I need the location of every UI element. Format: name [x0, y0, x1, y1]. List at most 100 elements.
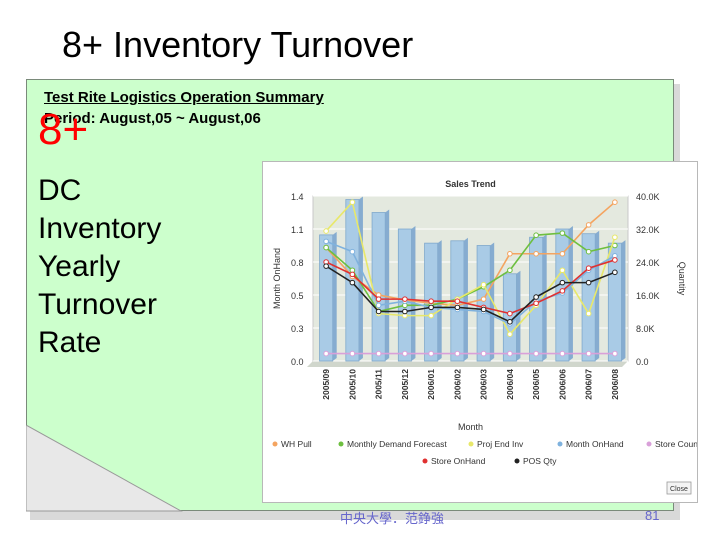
category-label: 2005/11 — [374, 369, 384, 400]
category-label: 2006/02 — [452, 369, 462, 400]
legend-label: WH Pull — [281, 439, 312, 449]
series-point — [585, 350, 592, 357]
series-point — [349, 199, 356, 205]
series-point — [428, 312, 434, 319]
right-tick-label: 16.0K — [636, 291, 660, 301]
right-tick-label: 0.0 — [636, 357, 649, 367]
series-point — [323, 228, 329, 234]
summary-title: Test Rite Logistics Operation Summary — [44, 89, 324, 106]
series-point — [428, 304, 434, 311]
category-label: 2006/05 — [531, 369, 541, 400]
category-label: 2006/07 — [584, 369, 594, 400]
category-label: 2006/01 — [426, 369, 436, 400]
series-point — [507, 250, 513, 257]
right-tick-label: 8.0K — [636, 324, 655, 334]
series-point — [480, 350, 487, 357]
bar — [319, 234, 334, 362]
bar — [371, 212, 386, 362]
series-point — [428, 298, 434, 304]
close-button[interactable] — [666, 481, 692, 495]
series-point — [585, 248, 592, 255]
series-point — [533, 250, 539, 257]
series-point — [559, 230, 566, 236]
series-point — [612, 350, 618, 357]
series-point — [402, 308, 408, 315]
series-line — [325, 240, 616, 325]
category-label: 2005/10 — [347, 369, 357, 400]
category-label: 2005/12 — [400, 369, 410, 400]
series-point — [480, 281, 487, 288]
series-point — [507, 310, 513, 317]
series-point — [533, 232, 539, 238]
legend-label: Proj End Inv — [477, 439, 524, 449]
bar-side — [568, 226, 573, 361]
series-point — [507, 331, 513, 337]
page-fold — [26, 425, 183, 512]
category-label: 2006/03 — [479, 369, 489, 400]
series-point — [375, 302, 382, 309]
series-point — [585, 279, 592, 286]
legend-label: Store Count — [655, 439, 697, 449]
series-point — [428, 350, 434, 357]
series-point — [585, 310, 592, 317]
right-tick-label: 32.0K — [636, 225, 660, 235]
series-point — [349, 271, 356, 278]
series-point — [323, 350, 329, 357]
series-point — [375, 296, 382, 302]
series-point — [454, 304, 461, 311]
series-point — [323, 238, 329, 245]
series-point — [585, 222, 592, 228]
left-tick-label: 1.4 — [291, 192, 304, 202]
summary-period: Period: August,05 ~ August,06 — [44, 110, 261, 127]
bar — [476, 245, 491, 362]
series-point — [323, 263, 329, 269]
series-point — [559, 267, 566, 274]
series-point — [454, 350, 461, 357]
left-tick-label: 0.5 — [291, 291, 304, 301]
series-point — [533, 350, 539, 357]
side-line: Rate — [38, 326, 102, 359]
legend-swatch — [646, 441, 652, 447]
series-point — [323, 244, 329, 251]
series-line — [325, 232, 616, 313]
sales-trend-chart: 0.0 0.0 0.3 8.0K 0.5 16.0K 0.8 24.0K 1.1 32.0K 1.4… — [262, 161, 698, 503]
bar-side — [595, 230, 600, 361]
footer-credit: 中央大學．范錚強 — [340, 511, 445, 526]
legend-swatch — [557, 441, 563, 447]
series-point — [375, 350, 382, 357]
series-point — [612, 199, 618, 205]
legend-swatch — [422, 458, 428, 464]
series-point — [559, 350, 566, 357]
series-point — [559, 288, 566, 294]
series-point — [559, 250, 566, 257]
bar-side — [358, 196, 363, 361]
side-line: Turnover — [38, 288, 157, 321]
right-tick-label: 40.0K — [636, 192, 660, 202]
series-point — [612, 234, 618, 241]
legend-swatch — [514, 458, 520, 464]
category-label: 2006/06 — [557, 369, 567, 400]
series-point — [612, 269, 618, 276]
left-tick-label: 0.0 — [291, 357, 304, 367]
side-line: Yearly — [38, 250, 121, 283]
left-tick-label: 0.3 — [291, 324, 304, 334]
page-number: 81 — [645, 508, 660, 523]
bar-side — [385, 209, 390, 361]
series-point — [480, 296, 487, 302]
series-point — [533, 294, 539, 300]
close-button-label[interactable]: Close — [670, 486, 688, 493]
series-point — [507, 267, 513, 274]
legend-swatch — [468, 441, 474, 447]
legend-label: Month OnHand — [566, 439, 624, 449]
series-point — [559, 279, 566, 286]
series-point — [585, 265, 592, 271]
legend-swatch — [338, 441, 344, 447]
series-point — [349, 279, 356, 286]
bar-side — [542, 234, 547, 361]
series-point — [454, 298, 461, 304]
legend-label: Store OnHand — [431, 456, 486, 466]
bar-side — [411, 226, 416, 361]
series-point — [533, 300, 539, 307]
series-point — [349, 248, 356, 255]
left-tick-label: 0.8 — [291, 258, 304, 268]
